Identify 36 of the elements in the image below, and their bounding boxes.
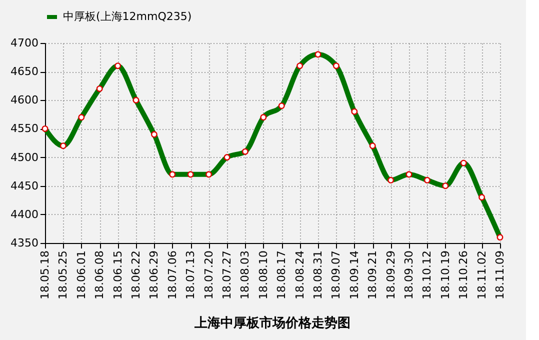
x-tick-label: 18.08.17	[275, 250, 288, 300]
y-tick-label: 4350	[10, 236, 38, 250]
y-tick-label: 4450	[10, 179, 38, 192]
y-tick-label: 4650	[10, 65, 38, 78]
x-tick-label: 18.08.31	[312, 250, 324, 300]
y-tick-label: 4400	[10, 208, 38, 221]
x-tick-label: 18.08.24	[293, 250, 306, 300]
x-tick-label: 18.09.07	[330, 250, 343, 300]
x-tick-label: 18.09.21	[366, 250, 380, 300]
x-tick-label: 18.08.10	[256, 250, 270, 300]
x-tick-label: 18.07.27	[220, 250, 234, 300]
x-tick-label: 18.06.01	[74, 250, 88, 300]
x-tick-label: 18.06.22	[130, 250, 142, 300]
x-tick-label: 18.09.14	[348, 250, 361, 300]
x-tick-label: 18.11.09	[494, 250, 506, 300]
x-tick-label: 18.06.15	[111, 250, 124, 300]
x-tick-label: 18.10.26	[457, 250, 470, 300]
x-tick-label: 18.07.20	[202, 250, 216, 300]
y-tick-label: 4500	[10, 150, 38, 164]
x-tick-label: 18.06.08	[93, 250, 106, 300]
x-tick-label: 18.09.29	[384, 250, 398, 300]
x-tick-label: 18.07.06	[166, 250, 179, 300]
x-tick-label: 18.10.19	[438, 250, 452, 300]
x-tick-label: 18.05.25	[56, 250, 70, 300]
y-tick-label: 4550	[10, 122, 38, 136]
x-tick-label: 18.11.02	[475, 250, 488, 300]
x-tick-label: 18.10.12	[420, 250, 434, 300]
x-tick-label: 18.08.03	[238, 250, 252, 300]
x-tick-label: 18.09.30	[402, 250, 416, 300]
y-tick-label: 4600	[10, 94, 38, 107]
y-tick-label: 4700	[10, 36, 38, 50]
legend-label: 中厚板(上海12mmQ235)	[63, 10, 192, 23]
text: 上海中厚板市场价格走势图	[194, 314, 350, 331]
x-tick-label: 18.07.13	[184, 250, 198, 300]
x-tick-label: 18.05.18	[38, 250, 52, 300]
x-tick-label: 18.06.29	[148, 250, 161, 300]
